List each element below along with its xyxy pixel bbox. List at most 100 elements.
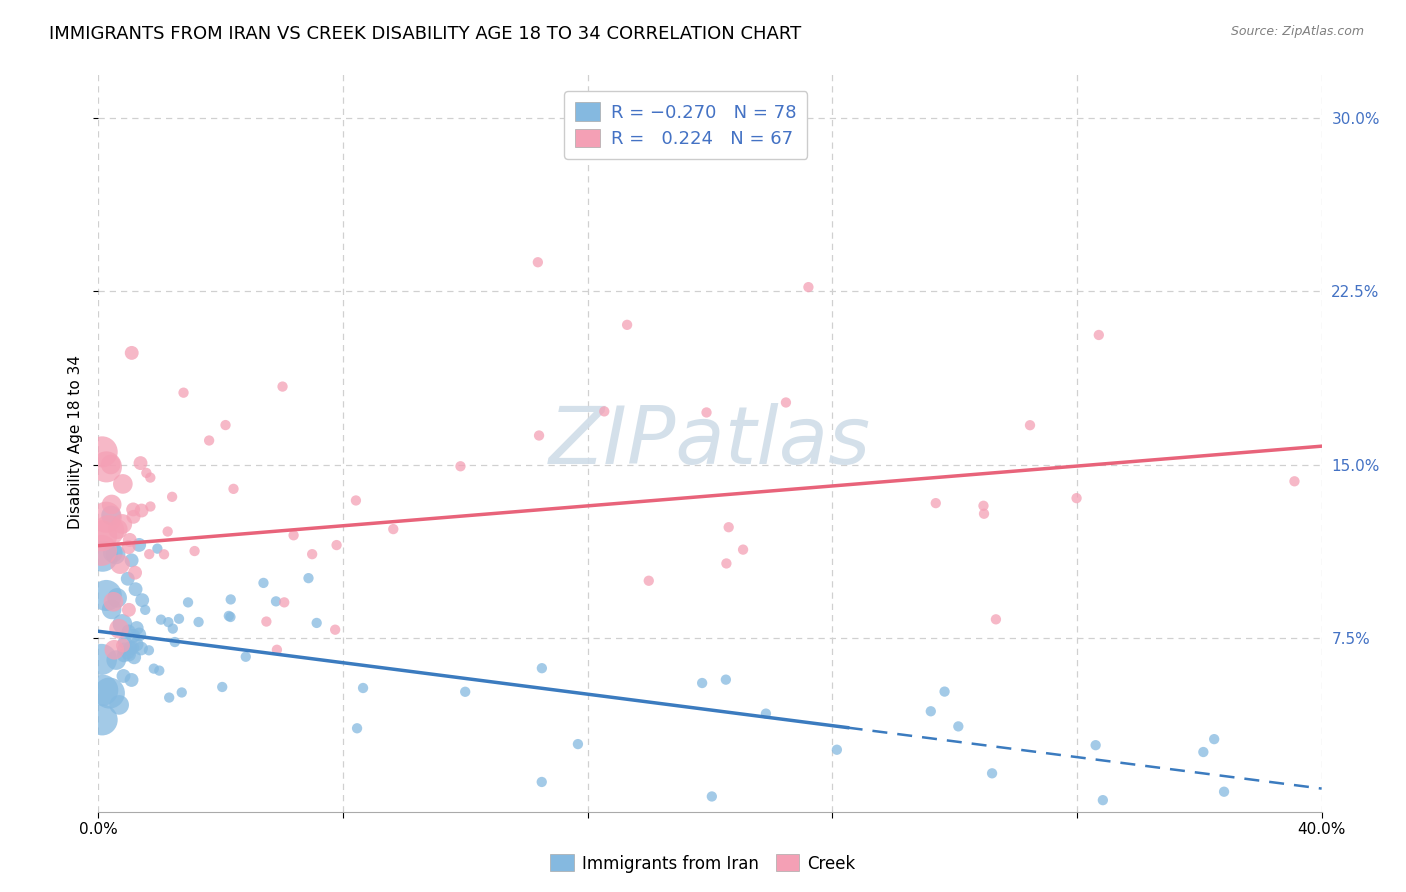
Point	[527, 255, 550, 269]
Point	[100, 508, 122, 523]
Point	[139, 470, 162, 484]
Point	[105, 591, 128, 605]
Point	[382, 522, 405, 536]
Point	[91, 549, 114, 564]
Point	[124, 582, 146, 597]
Point	[121, 640, 143, 655]
Point	[131, 593, 153, 607]
Point	[135, 466, 157, 480]
Point	[252, 575, 274, 590]
Point	[108, 698, 131, 712]
Point	[118, 603, 141, 617]
Point	[567, 737, 589, 751]
Point	[218, 608, 240, 623]
Legend: Immigrants from Iran, Creek: Immigrants from Iran, Creek	[544, 847, 862, 880]
Point	[139, 500, 162, 514]
Point	[297, 571, 319, 585]
Point	[148, 664, 170, 678]
Point	[125, 621, 148, 635]
Point	[103, 642, 125, 657]
Point	[346, 721, 368, 735]
Point	[454, 685, 477, 699]
Point	[211, 680, 233, 694]
Point	[198, 434, 221, 448]
Point	[637, 574, 659, 588]
Point	[163, 635, 186, 649]
Point	[100, 498, 122, 512]
Point	[114, 635, 136, 649]
Point	[177, 595, 200, 609]
Point	[125, 637, 148, 651]
Y-axis label: Disability Age 18 to 34: Disability Age 18 to 34	[67, 354, 83, 529]
Point	[283, 528, 305, 542]
Point	[1213, 785, 1236, 799]
Text: Source: ZipAtlas.com: Source: ZipAtlas.com	[1230, 25, 1364, 38]
Point	[173, 385, 195, 400]
Point	[797, 280, 820, 294]
Point	[170, 685, 193, 699]
Point	[1192, 745, 1215, 759]
Point	[323, 623, 346, 637]
Point	[153, 547, 176, 561]
Point	[271, 379, 294, 393]
Point	[117, 624, 139, 639]
Point	[122, 650, 145, 665]
Point	[755, 706, 778, 721]
Point	[121, 553, 143, 567]
Point	[162, 622, 184, 636]
Point	[112, 669, 135, 683]
Point	[122, 629, 145, 643]
Point	[96, 459, 118, 474]
Point	[157, 690, 180, 705]
Text: IMMIGRANTS FROM IRAN VS CREEK DISABILITY AGE 18 TO 34 CORRELATION CHART: IMMIGRANTS FROM IRAN VS CREEK DISABILITY…	[49, 25, 801, 43]
Point	[716, 557, 738, 571]
Text: ZIPatlas: ZIPatlas	[548, 402, 872, 481]
Point	[122, 502, 145, 516]
Point	[775, 395, 797, 409]
Point	[948, 719, 970, 733]
Point	[183, 544, 205, 558]
Point	[344, 493, 367, 508]
Point	[301, 547, 323, 561]
Point	[124, 566, 146, 580]
Point	[142, 662, 165, 676]
Point	[138, 643, 160, 657]
Point	[111, 639, 134, 653]
Point	[219, 592, 242, 607]
Point	[1204, 732, 1226, 747]
Point	[167, 612, 190, 626]
Point	[187, 615, 209, 629]
Point	[1088, 328, 1111, 343]
Point	[97, 524, 120, 538]
Point	[112, 648, 135, 663]
Point	[156, 524, 179, 539]
Point	[90, 543, 112, 558]
Point	[90, 652, 112, 666]
Point	[108, 557, 131, 571]
Point	[254, 615, 277, 629]
Point	[129, 641, 152, 656]
Point	[527, 428, 550, 442]
Point	[450, 459, 472, 474]
Point	[128, 627, 150, 641]
Point	[117, 572, 139, 586]
Point	[121, 673, 143, 687]
Point	[120, 641, 142, 656]
Point	[825, 743, 848, 757]
Point	[111, 516, 134, 531]
Point	[733, 542, 755, 557]
Point	[266, 642, 288, 657]
Point	[984, 612, 1007, 626]
Point	[1019, 418, 1042, 433]
Point	[129, 456, 152, 470]
Point	[96, 589, 118, 603]
Point	[219, 610, 242, 624]
Point	[146, 541, 169, 556]
Point	[273, 595, 295, 609]
Point	[616, 318, 638, 332]
Point	[593, 404, 616, 418]
Point	[91, 713, 114, 727]
Point	[700, 789, 723, 804]
Point	[325, 538, 347, 552]
Point	[305, 615, 328, 630]
